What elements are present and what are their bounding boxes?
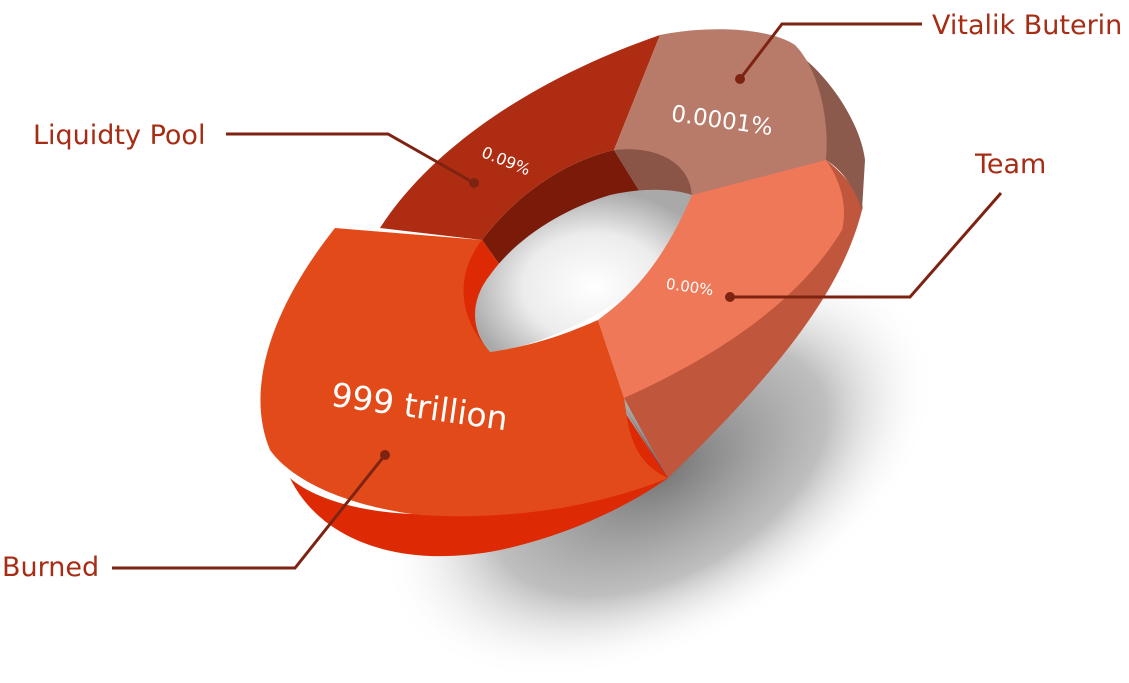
slice-burned xyxy=(260,228,668,517)
callout-line-liquidity xyxy=(226,132,475,185)
legend-label-burned: Burned xyxy=(2,552,99,583)
callout-line-team xyxy=(730,192,1003,299)
callout-dot-burned xyxy=(380,450,390,460)
callout-dot-vitalik xyxy=(735,74,745,84)
callout-dot-team xyxy=(725,292,735,302)
donut-hole xyxy=(475,189,692,352)
legend-label-vitalik: Vitalik Buterin xyxy=(932,10,1122,41)
callout-dots xyxy=(380,74,745,460)
slice-vitalik xyxy=(614,29,827,195)
callout-line-burned xyxy=(112,454,387,570)
side-burned-lower xyxy=(290,405,668,557)
callout-lines xyxy=(112,22,1003,570)
side-burned-notch xyxy=(620,400,668,478)
legend-label-team: Team xyxy=(974,149,1046,180)
inner-wall-liquidity xyxy=(482,150,645,268)
slice-team xyxy=(598,160,845,398)
slice-liquidity xyxy=(380,35,660,240)
legend-label-liquidity: Liquidty Pool xyxy=(33,120,205,151)
ring-top xyxy=(260,29,845,517)
callout-line-vitalik xyxy=(738,22,922,80)
callout-dot-liquidity xyxy=(469,178,479,188)
